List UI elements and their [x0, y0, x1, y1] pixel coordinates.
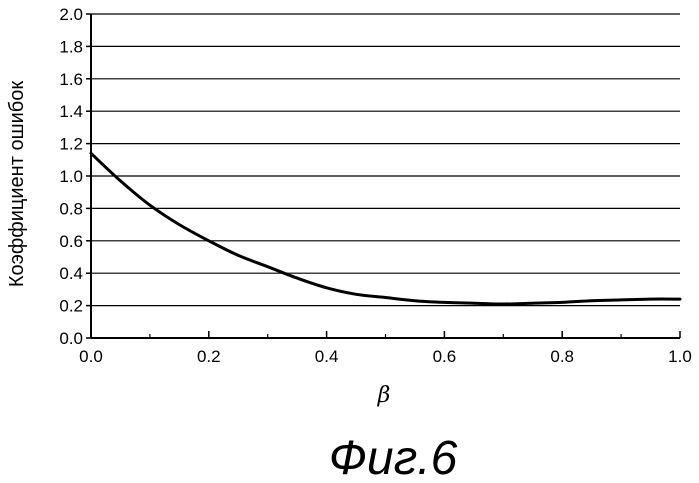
x-tick-label: 0.4 [315, 347, 339, 366]
x-axis-title: β [377, 383, 391, 408]
y-tick-label: 0.2 [59, 297, 83, 316]
y-tick-label: 0.4 [59, 264, 83, 283]
x-tick-label: 0.0 [79, 347, 103, 366]
y-tick-label: 1.2 [59, 135, 83, 154]
figure-caption: Фиг.6 [329, 432, 458, 483]
y-axis-title: Коэффициент ошибок [6, 81, 28, 287]
y-tick-label: 1.4 [59, 102, 83, 121]
y-tick-label: 0.8 [59, 199, 83, 218]
y-tick-label: 1.8 [59, 37, 83, 56]
tick-labels: 0.0 0.2 0.4 0.6 0.8 1.0 1.2 1.4 1.6 1.8 2.0 0.0 0.2 0… [59, 5, 691, 366]
x-tick-label: 0.8 [550, 347, 574, 366]
y-tick-label: 0.0 [59, 329, 83, 348]
x-tick-label: 1.0 [668, 347, 692, 366]
x-tick-label: 0.6 [433, 347, 457, 366]
grid-lines [91, 14, 680, 306]
y-tick-label: 1.6 [59, 70, 83, 89]
y-tick-label: 0.6 [59, 232, 83, 251]
y-tick-label: 1.0 [59, 167, 83, 186]
y-tick-label: 2.0 [59, 5, 83, 24]
x-tick-label: 0.2 [197, 347, 221, 366]
